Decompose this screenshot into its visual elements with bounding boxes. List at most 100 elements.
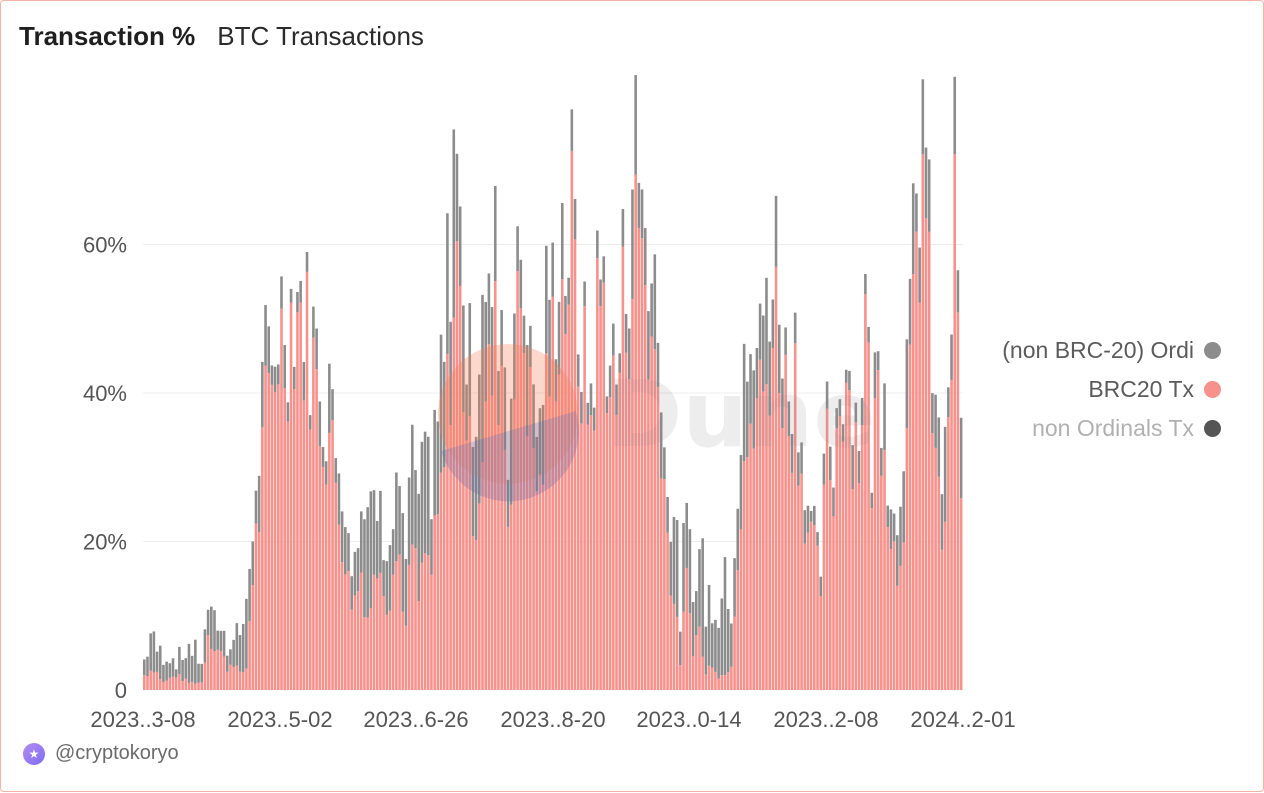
bar-brc20 [889, 548, 893, 690]
chart-subtitle: BTC Transactions [217, 21, 424, 51]
bar-brc20 [532, 448, 535, 690]
bar-ordi [672, 516, 676, 604]
legend-item-brc20[interactable]: BRC20 Tx [1088, 376, 1221, 403]
bar-ordi [694, 591, 698, 636]
bar-brc20 [455, 241, 459, 691]
legend: (non BRC-20) Ordi BRC20 Tx non Ordinals … [1002, 337, 1221, 442]
bar-brc20 [197, 682, 200, 690]
bar-ordi [867, 326, 870, 343]
bar-brc20 [210, 648, 213, 690]
bar-brc20 [924, 218, 928, 690]
bar-brc20 [647, 379, 650, 690]
bar-brc20 [417, 601, 420, 690]
bar-brc20 [892, 541, 896, 690]
bar-ordi [532, 384, 535, 449]
bar-brc20 [190, 681, 194, 690]
bar-brc20 [685, 567, 689, 690]
bar-brc20 [522, 353, 526, 690]
bar-ordi [634, 75, 637, 175]
bar-ordi [880, 447, 883, 476]
bar-brc20 [194, 683, 197, 690]
bar-brc20 [851, 489, 854, 690]
bar-ordi [174, 669, 178, 678]
bar-brc20 [241, 672, 245, 690]
bar-ordi [927, 159, 931, 232]
bar-brc20 [535, 491, 539, 690]
bar-brc20 [765, 384, 768, 690]
bar-brc20 [698, 626, 701, 690]
bar-ordi [940, 494, 944, 550]
bar-ordi [733, 558, 736, 617]
bar-brc20 [174, 677, 178, 690]
bar-ordi [602, 256, 606, 283]
bar-ordi [691, 602, 695, 657]
bar-brc20 [637, 227, 641, 690]
bar-brc20 [344, 574, 347, 690]
bar-ordi [296, 291, 299, 313]
legend-item-non-ordinals[interactable]: non Ordinals Tx [1032, 415, 1221, 442]
bar-brc20 [841, 441, 845, 690]
bar-brc20 [509, 504, 513, 690]
bar-ordi [647, 311, 650, 380]
bar-brc20 [918, 302, 921, 690]
bar-brc20 [481, 462, 484, 690]
bar-brc20 [245, 668, 248, 690]
bar-ordi [497, 371, 500, 426]
bar-ordi [832, 487, 835, 517]
dune-logo-arc-icon [441, 411, 579, 502]
bar-ordi [391, 529, 395, 575]
bar-ordi [446, 213, 449, 354]
bar-brc20 [238, 671, 242, 690]
bar-ordi [653, 254, 657, 350]
bar-ordi [953, 76, 957, 154]
bar-brc20 [953, 153, 957, 691]
bar-brc20 [714, 671, 717, 690]
bar-ordi [576, 354, 580, 387]
bar-brc20 [704, 674, 708, 690]
bar-brc20 [825, 408, 829, 690]
bar-ordi [398, 486, 401, 555]
bar-ordi [388, 545, 392, 611]
bar-ordi [149, 633, 152, 671]
legend-item-ordi[interactable]: (non BRC-20) Ordi [1002, 337, 1221, 364]
bar-ordi [442, 361, 446, 468]
bar-ordi [340, 511, 344, 563]
bar-ordi [487, 273, 491, 344]
bar-brc20 [184, 678, 188, 690]
bar-brc20 [749, 423, 752, 690]
x-tick-label: 2023..0-14 [636, 707, 741, 732]
bar-ordi [478, 374, 481, 504]
bar-brc20 [334, 482, 338, 690]
bar-brc20 [934, 447, 937, 690]
author-handle[interactable]: @cryptokoryo [55, 742, 179, 764]
bar-ordi [190, 655, 194, 682]
bar-ordi [624, 313, 628, 353]
bar-brc20 [599, 306, 602, 690]
bar-brc20 [248, 621, 251, 690]
bar-brc20 [171, 676, 175, 690]
bar-brc20 [203, 662, 207, 690]
bar-ordi [959, 417, 963, 499]
bar-ordi [509, 398, 513, 505]
bar-brc20 [710, 667, 714, 690]
bar-ordi [219, 630, 223, 651]
bar-brc20 [592, 430, 596, 690]
bar-brc20 [356, 591, 360, 690]
bar-ordi [203, 629, 207, 663]
bar-brc20 [222, 656, 226, 690]
bar-brc20 [634, 174, 637, 690]
x-tick-label: 2023..8-20 [500, 707, 605, 732]
bar-brc20 [391, 574, 395, 690]
bar-ordi [797, 452, 800, 486]
bar-brc20 [940, 549, 944, 690]
chart-title: Transaction % [19, 21, 196, 51]
bar-brc20 [867, 342, 870, 690]
bar-brc20 [206, 635, 210, 690]
bar-ordi [557, 301, 561, 375]
bar-ordi [758, 303, 762, 360]
bar-brc20 [430, 574, 433, 690]
bar-ordi [350, 576, 353, 610]
bar-ordi [915, 193, 918, 232]
bar-brc20 [576, 386, 580, 690]
bar-ordi [663, 447, 666, 480]
